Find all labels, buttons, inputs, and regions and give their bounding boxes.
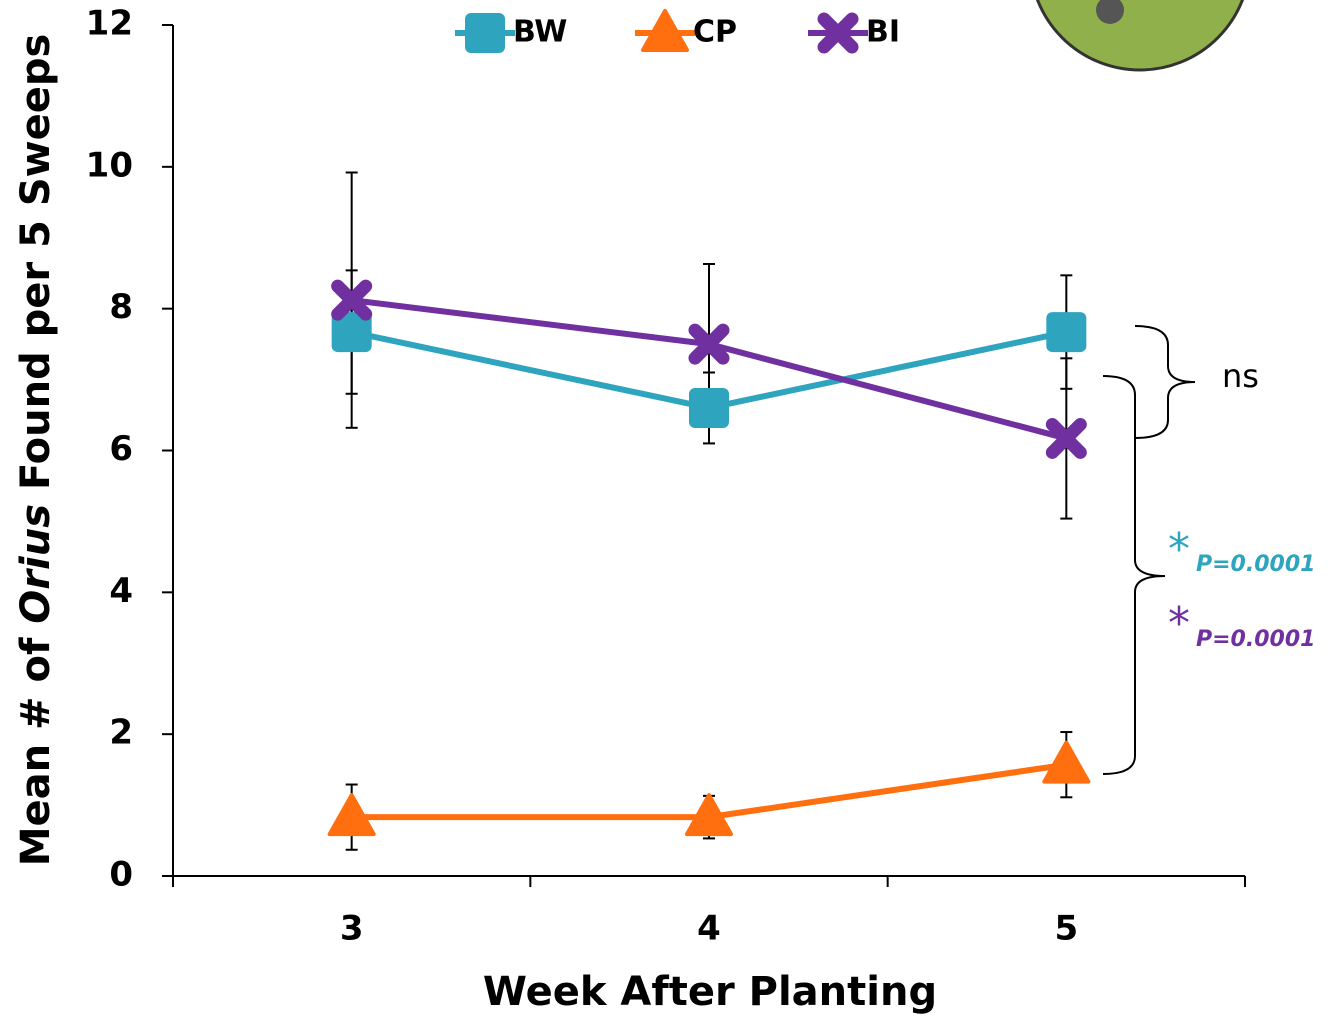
chart: ns * P=0.0001 * P=0.0001 Week After Plan… [0, 0, 1328, 1017]
legend-label: CP [693, 15, 737, 50]
y-title-part: Mean # of [13, 624, 59, 867]
y-title-part: Found per 5 Sweeps [13, 34, 59, 504]
x-tick-label: 4 [697, 909, 721, 949]
y-tick-label: 8 [109, 287, 133, 327]
x-tick-label: 5 [1054, 909, 1078, 949]
annotation-p: P=0.0001 [1196, 552, 1315, 577]
y-tick-label: 12 [86, 4, 133, 44]
y-tick-label: 6 [109, 429, 133, 469]
x-axis-title: Week After Planting [483, 969, 937, 1015]
y-axis-title: Mean # of Orius Found per 5 Sweeps [13, 34, 59, 867]
annotation-ns: ns [1222, 357, 1259, 395]
x-tick-label: 3 [340, 909, 364, 949]
y-tick-label: 4 [109, 571, 133, 611]
annotation-p: P=0.0001 [1196, 627, 1315, 652]
annotation-star: * [1168, 524, 1190, 575]
brace-ns [1135, 326, 1195, 438]
y-title-part: Orius [13, 504, 59, 624]
insect-photo [1030, 0, 1250, 70]
y-tick-label: 10 [86, 145, 133, 185]
marker [465, 13, 505, 53]
annotation-star: * [1168, 598, 1190, 649]
y-tick-label: 2 [109, 713, 133, 753]
marker [1046, 312, 1086, 352]
legend-label: BW [513, 15, 567, 50]
marker [1044, 743, 1088, 782]
y-tick-label: 0 [109, 855, 133, 895]
legend-label: BI [866, 15, 900, 50]
marker [689, 388, 729, 428]
